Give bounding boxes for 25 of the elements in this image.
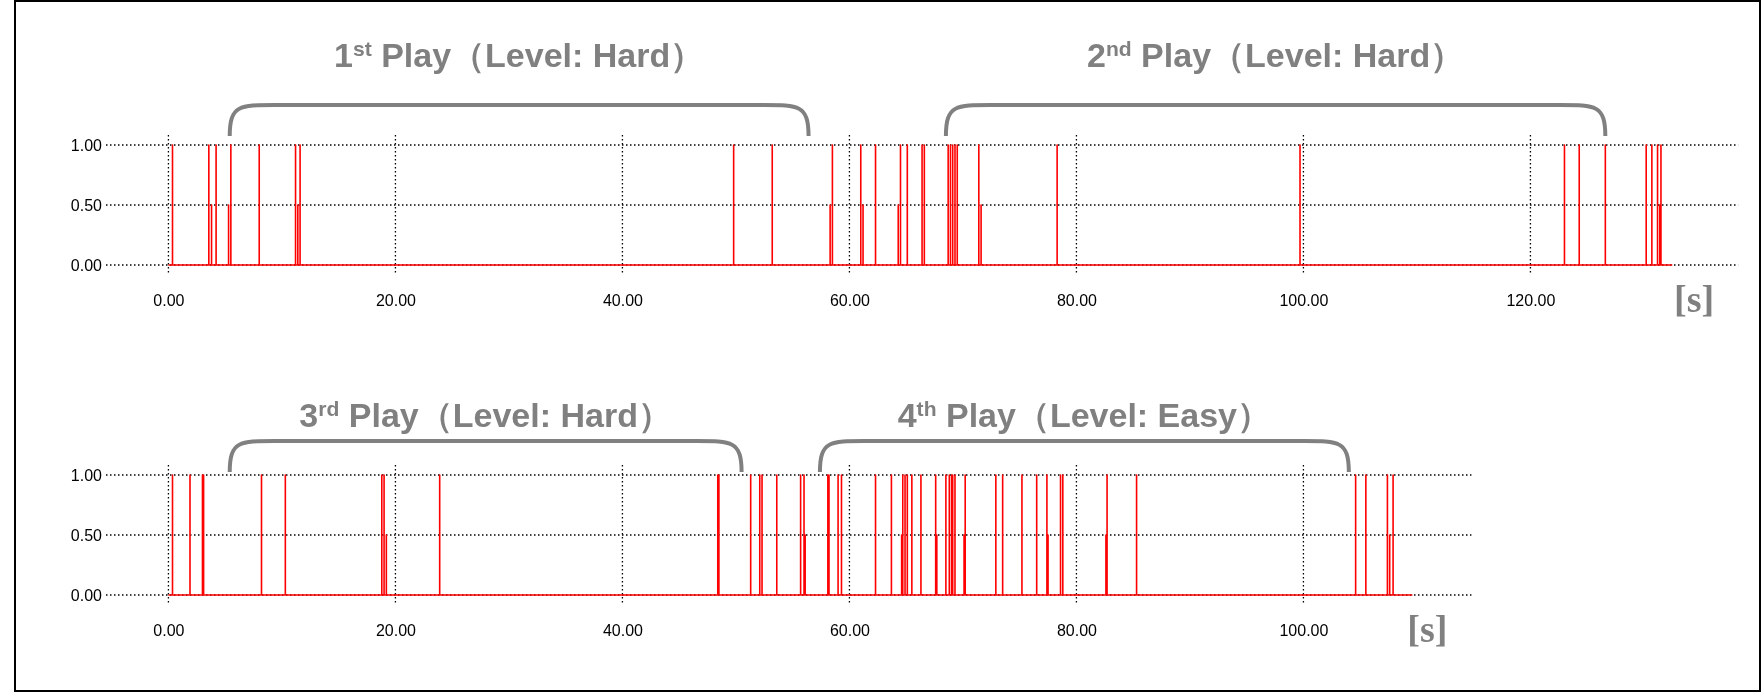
x-tick-label: 20.00 [375,622,417,640]
y-tick-label: 0.50 [70,526,103,544]
x-tick-label: 0.00 [153,292,185,310]
x-tick-label: 60.00 [829,622,871,640]
text: 2$^{nd}$ Play（Level: Hard） [1086,36,1465,74]
x-axis-title: [s] [1407,608,1448,650]
y-tick-label: 0.00 [70,256,103,274]
x-tick-label: 20.00 [375,292,417,310]
text: 3$^{rd}$ Play（Level: Hard） [299,396,672,434]
y-tick-label: 0.00 [70,586,103,604]
x-tick-label: 40.00 [602,622,644,640]
y-tick-label: 0.50 [70,196,103,214]
text: 4$^{th}$ Play（Level: Easy） [897,396,1272,434]
text: 1$^{st}$ Play（Level: Hard） [334,36,705,74]
x-tick-label: 80.00 [1056,292,1098,310]
x-tick-label: 100.00 [1279,622,1329,640]
x-tick-label: 80.00 [1056,622,1098,640]
y-tick-label: 1.00 [70,466,103,484]
x-tick-label: 0.00 [153,622,185,640]
x-tick-label: 40.00 [602,292,644,310]
x-tick-label: 100.00 [1279,292,1329,310]
x-axis-title: [s] [1674,278,1715,320]
y-tick-label: 1.00 [70,136,103,154]
x-tick-label: 60.00 [829,292,871,310]
x-tick-label: 120.00 [1506,292,1556,310]
